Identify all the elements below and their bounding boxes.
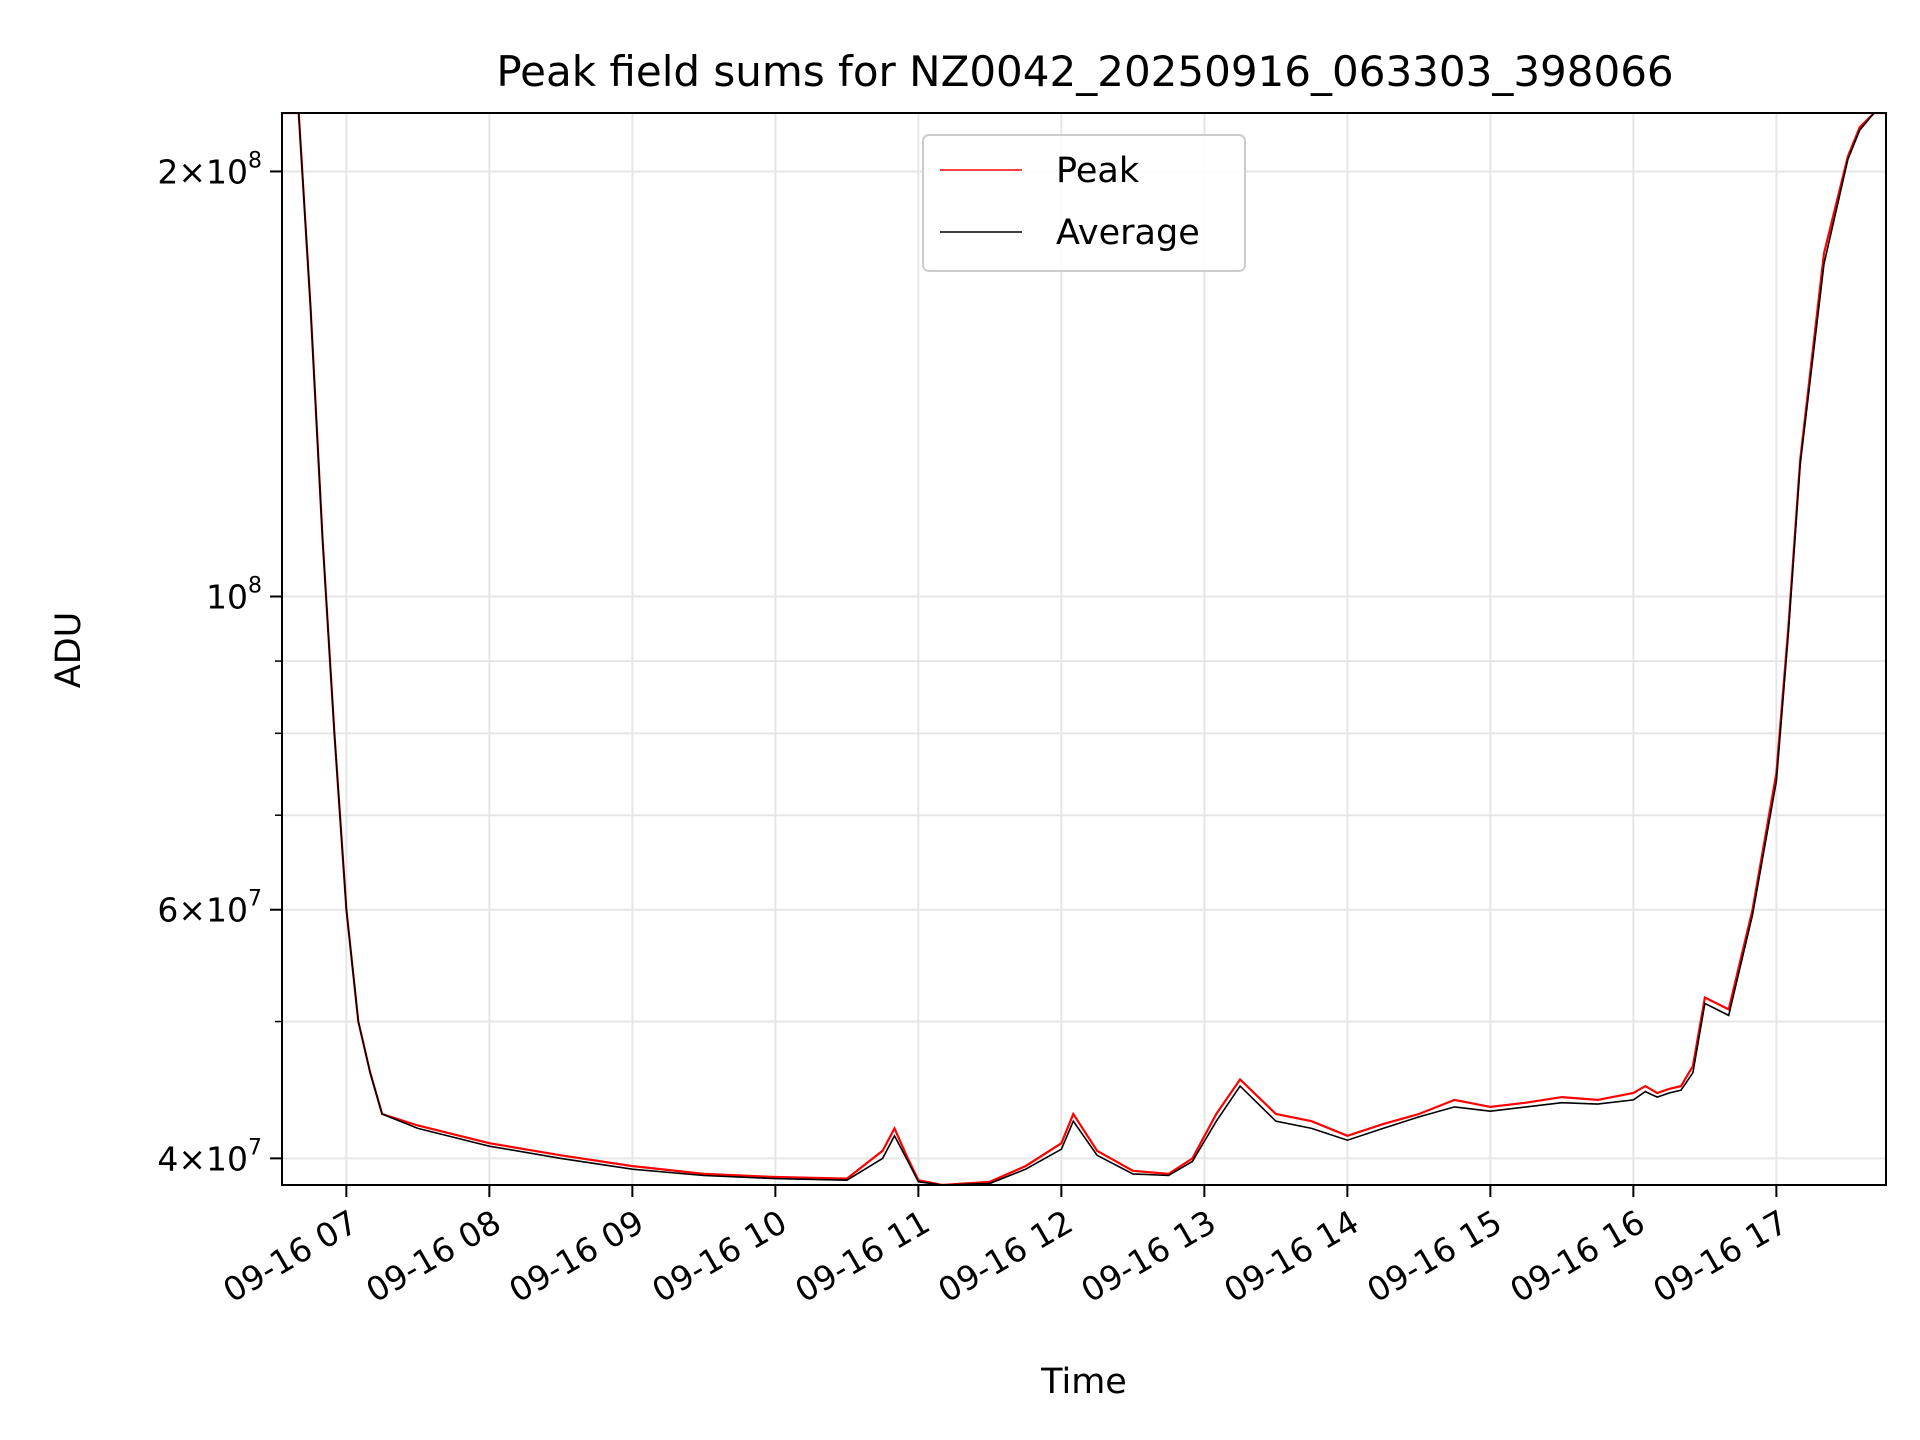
y-tick-label: 108 bbox=[206, 573, 262, 616]
chart-title: Peak field sums for NZ0042_20250916_0633… bbox=[496, 47, 1673, 96]
y-tick-label: 6×107 bbox=[157, 887, 262, 930]
series-line-average bbox=[282, 113, 1886, 1185]
plot-frame bbox=[281, 112, 1887, 1186]
legend-box bbox=[922, 134, 1246, 272]
y-axis: 2×108 108 6×107 4×107 bbox=[157, 148, 282, 1178]
series-line-peak bbox=[282, 113, 1886, 1185]
y-tick-label: 4×107 bbox=[157, 1135, 262, 1178]
legend: Peak Average bbox=[922, 134, 1246, 272]
legend-label-average: Average bbox=[1056, 213, 1200, 253]
grid-lines bbox=[282, 113, 1886, 1185]
x-axis-label: Time bbox=[1040, 1362, 1127, 1402]
y-tick-label: 2×108 bbox=[157, 148, 262, 191]
series-layer bbox=[282, 113, 1886, 1185]
y-axis-label: ADU bbox=[49, 612, 89, 689]
legend-label-peak: Peak bbox=[1056, 151, 1140, 191]
